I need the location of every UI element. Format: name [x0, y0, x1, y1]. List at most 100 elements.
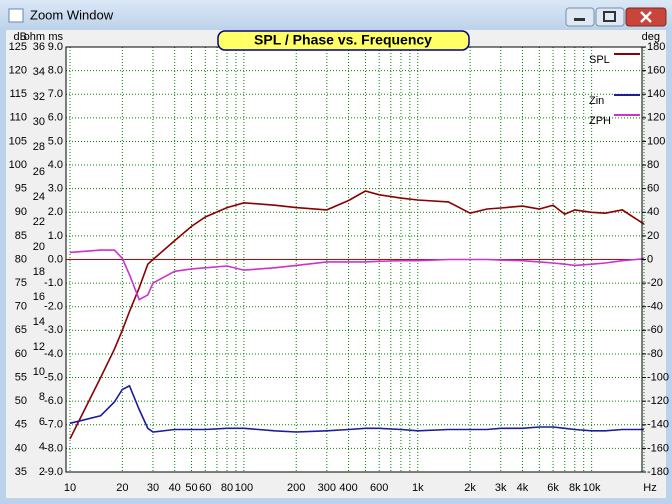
- window-icon: [8, 8, 24, 23]
- x-tick-label: 4k: [517, 482, 529, 494]
- y-tick-label: 14: [33, 316, 45, 328]
- y-tick-label: 95: [15, 183, 27, 195]
- y-tick-label: 40: [647, 206, 659, 218]
- y-tick-label: 5.0: [48, 135, 63, 147]
- y-tick-label: 180: [647, 41, 665, 53]
- x-tick-label: 30: [147, 482, 159, 494]
- close-icon: [640, 11, 652, 23]
- y-tick-label: 80: [647, 159, 659, 171]
- x-tick-label: 300: [318, 482, 336, 494]
- y-tick-label: 1.0: [48, 230, 63, 242]
- window-title: Zoom Window: [30, 7, 114, 22]
- y-tick-label: 55: [15, 371, 27, 383]
- y-tick-label: -2.0: [44, 301, 63, 313]
- y-tick-label: 115: [9, 88, 27, 100]
- series-line: [69, 384, 644, 433]
- y-tick-label: -60: [647, 324, 663, 336]
- y-tick-label: 105: [9, 135, 27, 147]
- y-tick-label: 4: [39, 441, 45, 453]
- y-tick-label: -8.0: [44, 442, 63, 454]
- x-tick-label: 600: [370, 482, 388, 494]
- y-axis-label: ohm: [24, 31, 45, 43]
- y-tick-label: 125: [9, 41, 27, 53]
- y-tick-label: 160: [647, 65, 665, 77]
- y-tick-label: 120: [9, 65, 27, 77]
- y-tick-label: 32: [33, 91, 45, 103]
- title-box: [217, 30, 470, 51]
- series-line: [69, 190, 645, 440]
- title-bar: [0, 0, 672, 30]
- y-axis-label: dB: [14, 31, 27, 43]
- y-axis-label: ms: [48, 31, 63, 43]
- y-tick-label: -180: [647, 466, 669, 478]
- x-tick-label: 2k: [464, 482, 476, 494]
- y-tick-label: 0.0: [48, 253, 63, 265]
- y-tick-label: 0: [647, 253, 653, 265]
- chart-title: SPL / Phase vs. Frequency: [254, 32, 432, 48]
- x-tick-label: 3k: [495, 482, 507, 494]
- x-tick-label: 200: [287, 482, 305, 494]
- y-tick-label: 18: [33, 266, 45, 278]
- y-tick-label: 90: [15, 206, 27, 218]
- y-tick-label: 65: [15, 324, 27, 336]
- y-tick-label: 6: [39, 416, 45, 428]
- y-tick-label: 9.0: [48, 41, 63, 53]
- y-tick-label: 16: [33, 291, 45, 303]
- y-tick-label: 30: [33, 116, 45, 128]
- y-tick-label: -7.0: [44, 419, 63, 431]
- y-tick-label: 10: [33, 366, 45, 378]
- y-tick-label: 120: [647, 112, 665, 124]
- y-tick-label: 22: [33, 216, 45, 228]
- y-tick-label: 24: [33, 191, 45, 203]
- y-tick-label: 60: [15, 348, 27, 360]
- x-tick-label: 60: [199, 482, 211, 494]
- y-tick-label: 110: [9, 112, 27, 124]
- x-tick-label: 10: [64, 482, 76, 494]
- y-tick-label: 100: [647, 135, 665, 147]
- y-tick-label: -1.0: [44, 277, 63, 289]
- y-tick-label: 6.0: [48, 112, 63, 124]
- y-tick-label: 2.0: [48, 206, 63, 218]
- maximize-button[interactable]: [595, 7, 625, 27]
- y-tick-label: 75: [15, 277, 27, 289]
- y-tick-label: 8: [39, 391, 45, 403]
- minimize-button[interactable]: [565, 7, 595, 27]
- y-tick-label: -3.0: [44, 324, 63, 336]
- x-tick-label: 50: [185, 482, 197, 494]
- y-tick-label: 40: [15, 442, 27, 454]
- y-tick-label: -140: [647, 419, 669, 431]
- y-tick-label: -40: [647, 301, 663, 313]
- y-tick-label: 35: [15, 466, 27, 478]
- y-tick-label: 50: [15, 395, 27, 407]
- legend-label: SPL: [589, 54, 610, 66]
- y-tick-label: 12: [33, 341, 45, 353]
- y-tick-label: -20: [647, 277, 663, 289]
- y-tick-label: 85: [15, 230, 27, 242]
- x-tick-label: 10k: [583, 482, 601, 494]
- y-tick-label: 8.0: [48, 65, 63, 77]
- y-tick-label: 20: [33, 241, 45, 253]
- y-tick-label: 70: [15, 301, 27, 313]
- legend-label: Zin: [589, 95, 604, 107]
- x-tick-label: 80: [221, 482, 233, 494]
- minimize-icon: [574, 18, 585, 21]
- x-tick-label: 1k: [412, 482, 424, 494]
- y-tick-label: 3.0: [48, 183, 63, 195]
- y-tick-label: 140: [647, 88, 665, 100]
- y-tick-label: -80: [647, 348, 663, 360]
- y-tick-label: 28: [33, 141, 45, 153]
- y-tick-label: -6.0: [44, 395, 63, 407]
- y-tick-label: -160: [647, 442, 669, 454]
- y-tick-label: -5.0: [44, 371, 63, 383]
- y-tick-label: 60: [647, 183, 659, 195]
- y-tick-label: 26: [33, 166, 45, 178]
- x-tick-label: 8k: [569, 482, 581, 494]
- y-tick-label: 4.0: [48, 159, 63, 171]
- y-tick-label: 100: [9, 159, 27, 171]
- legend-label: ZPH: [589, 115, 611, 127]
- y-axis-label: deg: [642, 31, 660, 43]
- y-tick-label: 7.0: [48, 88, 63, 100]
- y-tick-label: -9.0: [44, 466, 63, 478]
- y-tick-label: -100: [647, 371, 669, 383]
